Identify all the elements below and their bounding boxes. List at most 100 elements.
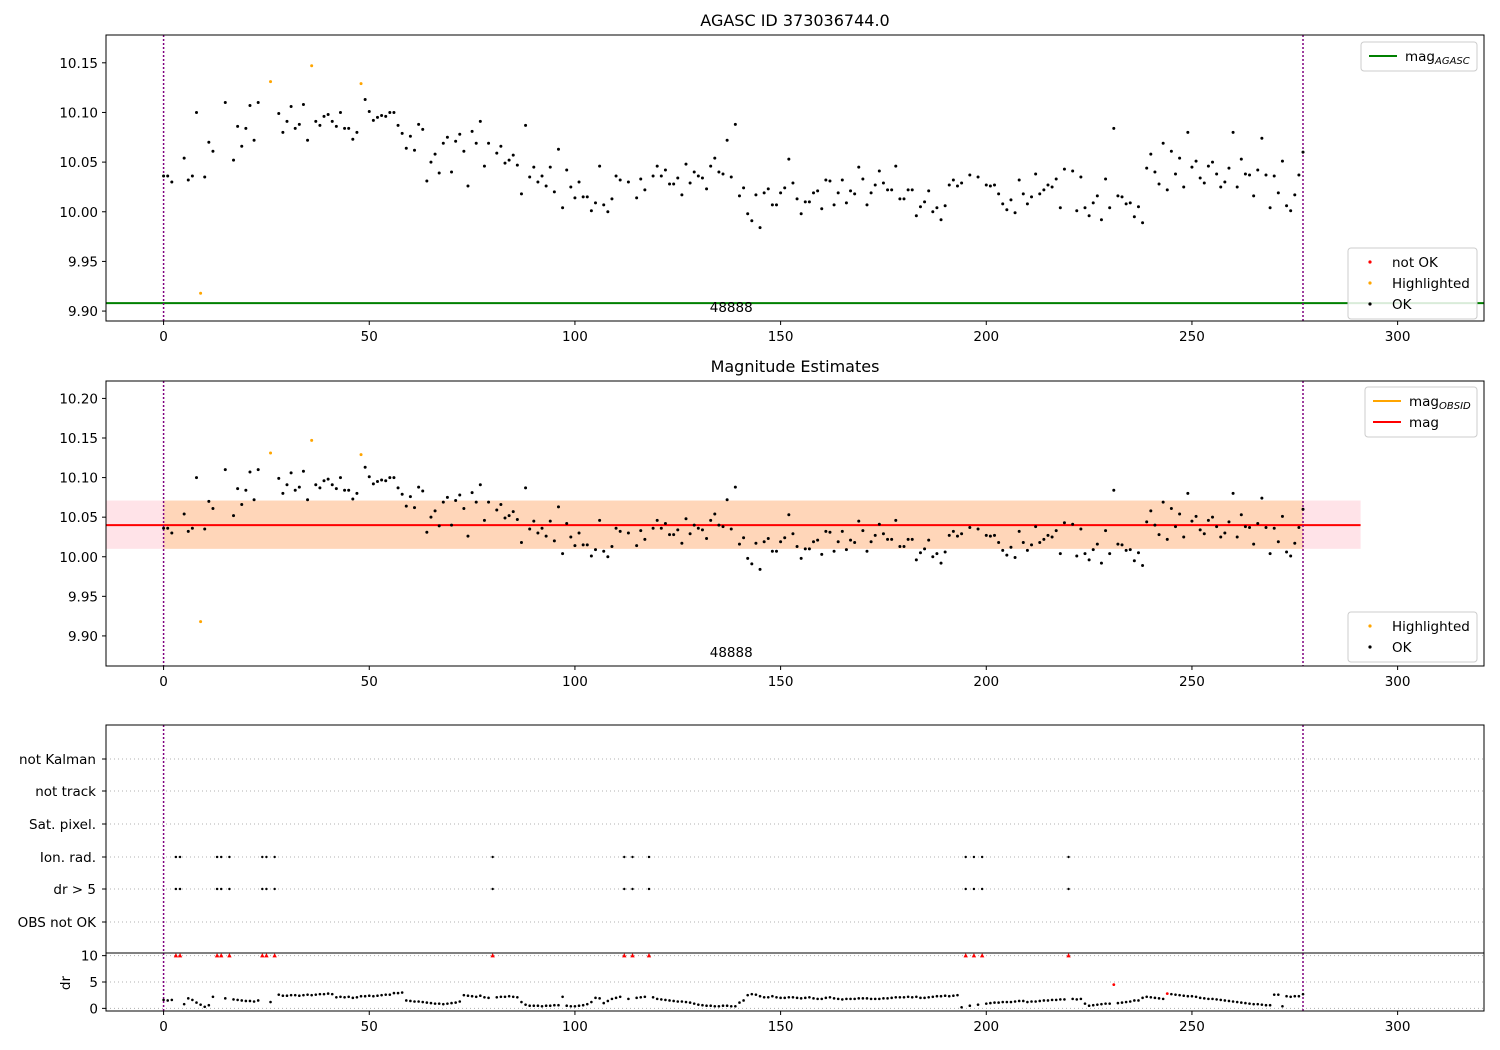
dr-point <box>507 994 511 998</box>
ok-point <box>923 547 927 551</box>
ok-point <box>1141 563 1145 567</box>
ok-point <box>429 515 433 519</box>
ok-point <box>733 122 737 126</box>
dr-point <box>277 993 281 996</box>
ok-point <box>931 555 935 559</box>
dr-point <box>1075 998 1079 1001</box>
dr-clipped-point <box>272 953 277 958</box>
ok-point <box>281 491 285 495</box>
ok-point <box>816 189 820 193</box>
magnitude-xtick-label: 0 <box>159 674 168 690</box>
dr-ylabel: dr <box>58 975 74 990</box>
ok-point <box>1104 177 1108 181</box>
ok-point <box>610 544 614 548</box>
highlighted-point <box>359 453 363 457</box>
ok-point <box>330 119 334 123</box>
ok-point <box>993 183 997 187</box>
ok-point <box>223 101 227 105</box>
dr-point <box>1186 994 1190 998</box>
dr-point <box>487 996 490 1000</box>
flag-point <box>972 887 976 891</box>
dr-point <box>882 997 885 1000</box>
ok-point <box>515 163 519 167</box>
ok-point <box>314 483 318 487</box>
dr-point <box>799 997 803 1000</box>
dr-clipped-point <box>177 953 183 958</box>
ok-point <box>844 548 848 552</box>
ok-point <box>742 186 746 190</box>
ok-point <box>774 203 778 207</box>
dr-panel: 0 50 100 150 200 250 300 0 5 10 dr <box>58 949 1485 1035</box>
ok-point <box>696 174 700 178</box>
ok-point <box>643 537 647 541</box>
dr-point <box>919 996 922 1000</box>
ok-point <box>598 164 602 168</box>
ok-point <box>445 495 449 499</box>
ok-point <box>1280 514 1284 518</box>
ok-point <box>865 203 869 207</box>
dr-point <box>166 999 170 1002</box>
ok-point <box>976 175 980 179</box>
ok-point <box>1161 500 1165 504</box>
ok-point <box>470 129 474 133</box>
ok-point <box>203 175 207 179</box>
ok-point <box>1062 521 1066 525</box>
flag-point <box>265 887 268 891</box>
dr-point <box>1223 999 1227 1002</box>
dr-point <box>853 997 856 1001</box>
dr-point <box>203 1005 207 1009</box>
dr-point <box>1005 1000 1009 1004</box>
ok-point <box>725 138 729 142</box>
ok-point <box>285 119 289 123</box>
dr-point <box>721 1004 725 1008</box>
ok-point <box>614 174 618 178</box>
dr-point <box>199 1003 202 1006</box>
ok-point <box>355 130 359 134</box>
dr-point <box>894 995 898 999</box>
ok-point <box>935 552 939 556</box>
ok-point <box>906 537 910 541</box>
ok-point <box>1042 188 1046 192</box>
ok-point <box>955 184 959 188</box>
dr-point <box>841 998 844 1001</box>
dr-clipped-point <box>264 953 269 958</box>
obsid-label: 48888 <box>710 300 753 316</box>
dr-point <box>1063 998 1066 1001</box>
ok-point <box>236 124 240 128</box>
dr-point <box>902 995 906 999</box>
highlighted-point <box>269 80 273 84</box>
dr-point <box>709 1004 712 1008</box>
ok-point <box>688 181 692 185</box>
dr-point <box>660 998 663 1001</box>
dr-point <box>207 1003 211 1007</box>
ok-point <box>462 506 466 510</box>
dr-point <box>170 998 174 1002</box>
ok-point <box>869 191 873 195</box>
dr-point <box>1211 997 1214 1001</box>
ok-point <box>334 487 338 491</box>
dr-point <box>836 997 840 1001</box>
ok-point <box>293 126 297 130</box>
ok-point <box>1190 165 1194 169</box>
ok-point <box>240 503 244 506</box>
dr-point <box>1133 999 1136 1002</box>
highlighted-point <box>310 64 314 68</box>
ok-point <box>565 168 569 172</box>
ok-point <box>1128 548 1132 552</box>
ok-point <box>1268 552 1272 556</box>
dr-point <box>458 1000 462 1003</box>
ok-point <box>392 110 396 114</box>
ok-point <box>182 512 186 516</box>
dr-point <box>1244 1001 1247 1005</box>
ok-point <box>289 471 293 475</box>
ok-point <box>413 506 417 510</box>
dr-point <box>968 1004 972 1008</box>
dr-point <box>520 1000 523 1004</box>
ok-point <box>166 174 170 178</box>
agasc-bottom-legend-marker <box>1368 281 1372 285</box>
ok-point <box>1178 156 1182 160</box>
agasc-top-legend-box <box>1360 41 1478 72</box>
flag-point <box>215 855 219 859</box>
dr-point <box>281 994 285 998</box>
dr-point <box>668 999 671 1002</box>
